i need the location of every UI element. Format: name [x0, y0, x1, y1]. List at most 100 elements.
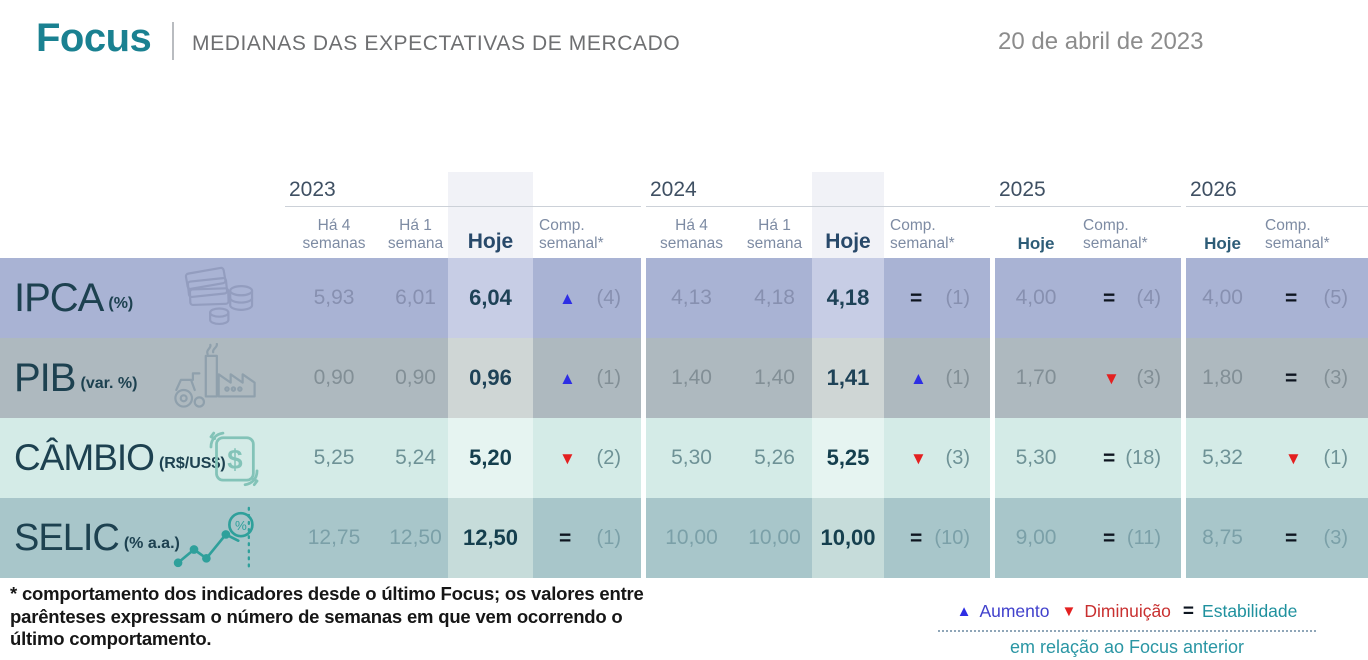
legend-label: Diminuição — [1084, 601, 1171, 621]
row-header-ipca: IPCA (%) — [0, 258, 285, 338]
selic-2023-ha1: 12,50 — [383, 498, 448, 578]
up-triangle-icon: ▲ — [910, 368, 927, 388]
comp-weeks: (5) — [1323, 286, 1348, 309]
corner-cell — [0, 207, 285, 258]
comp-weeks: (1) — [596, 526, 621, 549]
equals-icon: = — [559, 526, 572, 550]
header-divider — [172, 22, 174, 60]
legend-aumento: ▲ Aumento — [957, 601, 1050, 622]
equals-icon: = — [1182, 601, 1195, 622]
pib-2023-comp: ▲ (1) — [533, 338, 641, 418]
col-2023-hoje: Hoje — [467, 230, 514, 253]
equals-icon: = — [1285, 526, 1298, 550]
row-label: IPCA — [14, 275, 104, 320]
comp-weeks: (1) — [1323, 446, 1348, 469]
col-2024-comp: Comp. semanal* — [890, 217, 955, 252]
year-2025: 2025 — [995, 172, 1181, 207]
group-separator — [1181, 338, 1186, 418]
legend: ▲ Aumento ▼ Diminuição = Estabilidade em… — [938, 601, 1316, 658]
col-2024-hoje: Hoje — [825, 230, 871, 253]
column-header-row: Há 4 semanas Há 1 semana Hoje Comp. sema… — [0, 207, 1368, 258]
col-2025-hoje: Hoje — [1017, 234, 1055, 253]
selic-2024-ha1: 10,00 — [737, 498, 812, 578]
cambio-2026-hoje: 5,32 — [1186, 418, 1259, 498]
row-unit: (R$/US$) — [158, 455, 226, 472]
legend-diminuicao: ▼ Diminuição — [1062, 601, 1171, 622]
legend-estabilidade: = Estabilidade — [1183, 601, 1297, 622]
comp-weeks: (10) — [934, 526, 970, 549]
year-2023: 2023 — [285, 172, 641, 207]
table-row-pib: PIB (var. %) 0,90 0,90 0,96 ▲ (1) 1,4 — [0, 338, 1368, 418]
equals-icon: = — [1285, 286, 1298, 310]
svg-text:%: % — [235, 518, 247, 533]
row-label: CÂMBIO — [14, 437, 155, 478]
col-2023-ha1: Há 1 semana — [387, 217, 444, 252]
footnote-line: último comportamento. — [10, 628, 212, 649]
legend-label: Aumento — [979, 601, 1050, 621]
cambio-2024-ha4: 5,30 — [646, 418, 737, 498]
pib-2023-ha1: 0,90 — [383, 338, 448, 418]
selic-2024-comp: = (10) — [884, 498, 990, 578]
money-stack-icon — [181, 265, 263, 331]
equals-icon: = — [1103, 286, 1116, 310]
group-separator — [641, 338, 646, 418]
footnote: * comportamento dos indicadores desde o … — [10, 583, 644, 651]
ipca-2023-ha1: 6,01 — [383, 258, 448, 338]
col-2025-comp: Comp. semanal* — [1083, 217, 1148, 252]
row-unit: (% a.a.) — [123, 535, 180, 552]
cambio-2026-comp: ▼ (1) — [1259, 418, 1368, 498]
expectations-table: 2023 2024 2025 2026 Há 4 semanas Há 1 se… — [0, 172, 1368, 578]
cambio-2023-hoje: 5,20 — [448, 418, 533, 498]
rate-chart-icon: % — [171, 504, 263, 572]
row-label: PIB — [14, 355, 76, 400]
pib-2024-ha4: 1,40 — [646, 338, 737, 418]
pib-2026-hoje: 1,80 — [1186, 338, 1259, 418]
cambio-2025-comp: = (18) — [1077, 418, 1181, 498]
group-separator — [1181, 258, 1186, 338]
ipca-2024-hoje: 4,18 — [812, 258, 884, 338]
ipca-2023-comp: ▲ (4) — [533, 258, 641, 338]
footnote-line: parênteses expressam o número de semanas… — [10, 605, 623, 627]
comp-weeks: (3) — [945, 446, 970, 469]
down-triangle-icon: ▼ — [1285, 448, 1302, 468]
group-separator — [990, 338, 995, 418]
comp-weeks: (3) — [1323, 526, 1348, 549]
footnote-line: * comportamento dos indicadores desde o … — [10, 583, 644, 604]
group-separator — [641, 258, 646, 338]
selic-2023-ha4: 12,75 — [285, 498, 383, 578]
group-separator — [990, 258, 995, 338]
cambio-2024-ha1: 5,26 — [737, 418, 812, 498]
focus-logo: Focus — [36, 16, 152, 60]
row-unit: (var. %) — [80, 375, 138, 392]
cambio-2023-ha4: 5,25 — [285, 418, 383, 498]
comp-weeks: (1) — [945, 366, 970, 389]
comp-weeks: (3) — [1323, 366, 1348, 389]
selic-2024-hoje: 10,00 — [812, 498, 884, 578]
group-separator — [641, 498, 646, 578]
year-2026: 2026 — [1186, 172, 1368, 207]
up-triangle-icon: ▲ — [559, 368, 576, 388]
row-label: SELIC — [14, 516, 120, 559]
legend-label: Estabilidade — [1202, 601, 1298, 621]
cambio-2024-hoje: 5,25 — [812, 418, 884, 498]
comp-weeks: (2) — [596, 446, 621, 469]
selic-2025-comp: = (11) — [1077, 498, 1181, 578]
group-separator — [1181, 418, 1186, 498]
pib-2024-comp: ▲ (1) — [884, 338, 990, 418]
equals-icon: = — [1285, 366, 1298, 390]
row-header-cambio: CÂMBIO (R$/US$) $ — [0, 418, 285, 498]
equals-icon: = — [910, 526, 923, 550]
ipca-2023-hoje: 6,04 — [448, 258, 533, 338]
col-2026-comp: Comp. semanal* — [1265, 217, 1330, 252]
down-triangle-icon: ▼ — [1103, 368, 1120, 388]
ipca-2024-comp: = (1) — [884, 258, 990, 338]
ipca-2023-ha4: 5,93 — [285, 258, 383, 338]
down-triangle-icon: ▼ — [910, 448, 927, 468]
ipca-2024-ha1: 4,18 — [737, 258, 812, 338]
comp-weeks: (3) — [1136, 366, 1161, 389]
row-unit: (%) — [108, 295, 134, 312]
equals-icon: = — [1103, 446, 1116, 470]
equals-icon: = — [910, 286, 923, 310]
ipca-2026-comp: = (5) — [1259, 258, 1368, 338]
selic-2026-hoje: 8,75 — [1186, 498, 1259, 578]
